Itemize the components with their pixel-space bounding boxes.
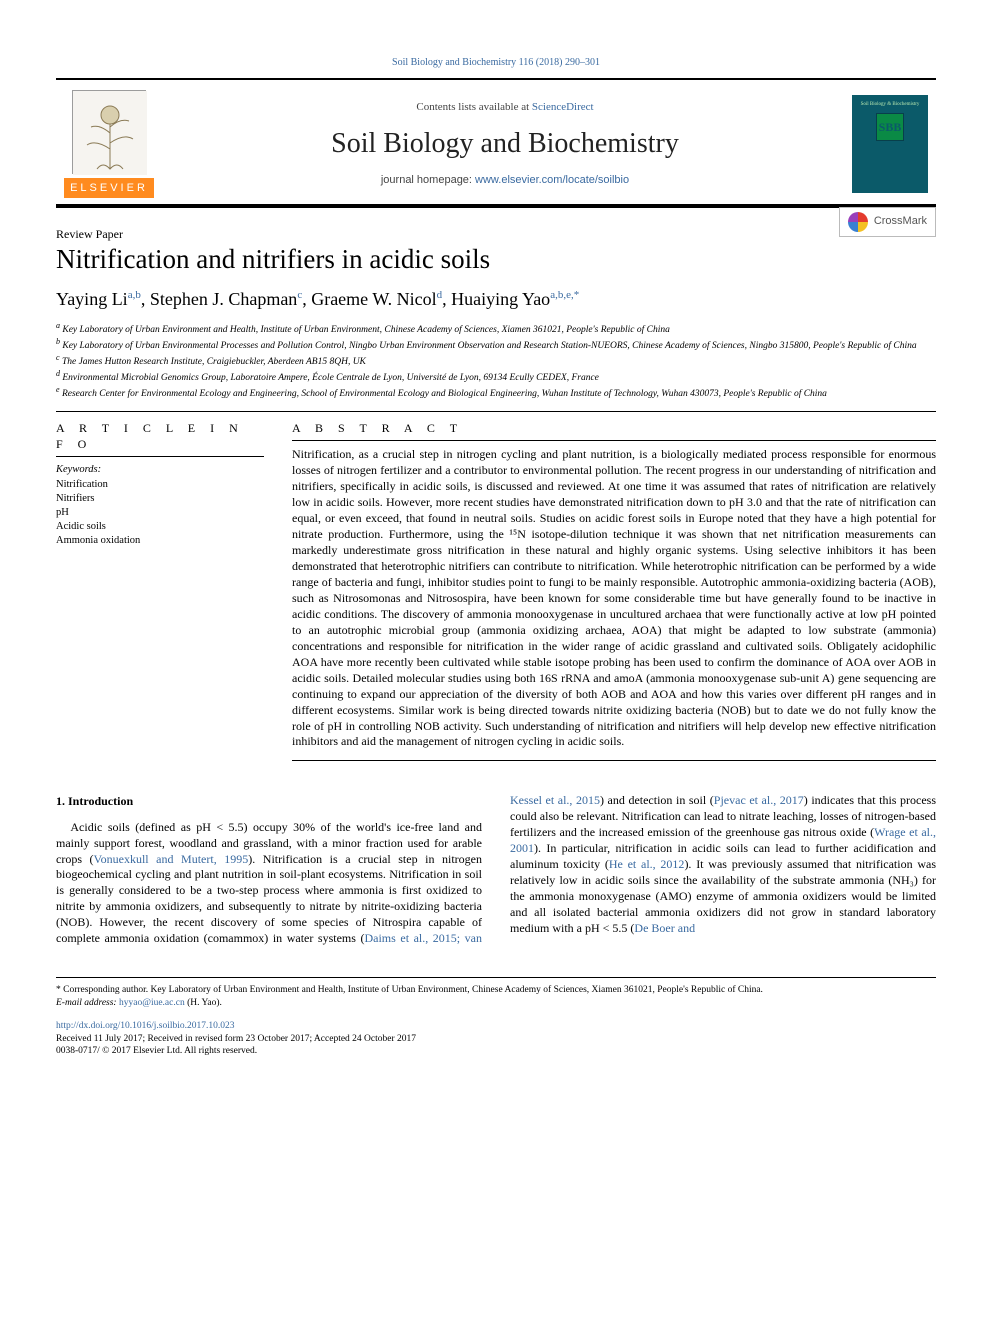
citation-link[interactable]: He et al., 2012 xyxy=(609,857,685,871)
author-name: Yaying Li xyxy=(56,289,128,309)
keywords-list: Nitrification Nitrifiers pH Acidic soils… xyxy=(56,478,264,549)
affiliation-text: Key Laboratory of Urban Environment and … xyxy=(62,325,669,335)
affiliation-item: c The James Hutton Research Institute, C… xyxy=(56,353,936,369)
received-line: Received 11 July 2017; Received in revis… xyxy=(56,1033,936,1046)
journal-homepage: journal homepage: www.elsevier.com/locat… xyxy=(381,173,629,188)
corresponding-author-note: * Corresponding author. Key Laboratory o… xyxy=(56,984,936,997)
affiliation-text: Research Center for Environmental Ecolog… xyxy=(62,389,827,399)
journal-header: ELSEVIER Contents lists available at Sci… xyxy=(56,78,936,209)
authors-line: Yaying Lia,b, Stephen J. Chapmanc, Graem… xyxy=(56,287,936,311)
author-aff-link[interactable]: a,b,e,* xyxy=(550,289,579,301)
crossmark-badge[interactable]: CrossMark xyxy=(839,207,936,237)
affiliation-item: e Research Center for Environmental Ecol… xyxy=(56,385,936,401)
keyword-item: Ammonia oxidation xyxy=(56,534,264,548)
body-columns: 1. Introduction Acidic soils (defined as… xyxy=(56,793,936,947)
citation-link[interactable]: Pjevac et al., 2017 xyxy=(714,793,804,807)
journal-cover-cell: Soil Biology & Biochemistry SBB xyxy=(844,84,936,205)
author-aff-link[interactable]: a,b xyxy=(128,289,141,301)
affiliations: a Key Laboratory of Urban Environment an… xyxy=(56,321,936,401)
paper-title: Nitrification and nitrifiers in acidic s… xyxy=(56,241,936,277)
keywords-label: Keywords: xyxy=(56,463,264,477)
affiliation-text: Environmental Microbial Genomics Group, … xyxy=(62,373,599,383)
journal-header-center: Contents lists available at ScienceDirec… xyxy=(166,84,844,205)
journal-cover-thumb: Soil Biology & Biochemistry SBB xyxy=(853,96,927,192)
elsevier-wordmark: ELSEVIER xyxy=(64,178,154,199)
copyright-line: 0038-0717/ © 2017 Elsevier Ltd. All righ… xyxy=(56,1045,936,1058)
contents-line: Contents lists available at ScienceDirec… xyxy=(416,100,593,115)
running-citation: Soil Biology and Biochemistry 116 (2018)… xyxy=(56,56,936,70)
running-citation-link[interactable]: Soil Biology and Biochemistry 116 (2018)… xyxy=(392,57,600,68)
article-info-head: A R T I C L E I N F O xyxy=(56,420,264,452)
abstract-head: A B S T R A C T xyxy=(292,420,936,436)
affiliation-text: The James Hutton Research Institute, Cra… xyxy=(62,357,366,367)
introduction-body: Acidic soils (defined as pH < 5.5) occup… xyxy=(56,793,936,947)
sciencedirect-link[interactable]: ScienceDirect xyxy=(532,101,594,113)
crossmark-label: CrossMark xyxy=(874,214,927,229)
email-link[interactable]: hyyao@iue.ac.cn xyxy=(119,998,185,1008)
contents-prefix: Contents lists available at xyxy=(416,101,531,113)
section-head-introduction: 1. Introduction xyxy=(56,793,482,809)
keyword-item: pH xyxy=(56,506,264,520)
thin-rule xyxy=(292,760,936,761)
author-name: Stephen J. Chapman xyxy=(150,289,297,309)
doi-link[interactable]: http://dx.doi.org/10.1016/j.soilbio.2017… xyxy=(56,1021,235,1031)
footnotes: * Corresponding author. Key Laboratory o… xyxy=(56,977,936,1058)
affiliation-item: d Environmental Microbial Genomics Group… xyxy=(56,369,936,385)
keyword-item: Nitrifiers xyxy=(56,492,264,506)
elsevier-logo-cell: ELSEVIER xyxy=(56,84,166,205)
cover-badge-icon: SBB xyxy=(876,113,904,141)
citation-link[interactable]: Vonuexkull and Mutert, 1995 xyxy=(94,852,249,866)
keyword-item: Acidic soils xyxy=(56,520,264,534)
affiliation-item: a Key Laboratory of Urban Environment an… xyxy=(56,321,936,337)
abstract-body: Nitrification, as a crucial step in nitr… xyxy=(292,447,936,750)
author-aff-link[interactable]: c xyxy=(297,289,302,301)
affiliation-text: Key Laboratory of Urban Environmental Pr… xyxy=(62,341,916,351)
article-info-col: A R T I C L E I N F O Keywords: Nitrific… xyxy=(56,420,264,767)
email-person: (H. Yao). xyxy=(187,998,222,1008)
author-aff-link[interactable]: d xyxy=(437,289,443,301)
email-label: E-mail address: xyxy=(56,998,119,1008)
crossmark-icon xyxy=(848,212,868,232)
citation-link[interactable]: De Boer and xyxy=(634,921,695,935)
thin-rule xyxy=(56,456,264,457)
keyword-item: Nitrification xyxy=(56,478,264,492)
journal-name: Soil Biology and Biochemistry xyxy=(331,125,679,163)
homepage-link[interactable]: www.elsevier.com/locate/soilbio xyxy=(475,174,629,186)
author-name: Huaiying Yao xyxy=(451,289,550,309)
homepage-prefix: journal homepage: xyxy=(381,174,475,186)
section-rule xyxy=(56,411,936,412)
intro-text: ) and detection in soil ( xyxy=(600,793,714,807)
abstract-col: A B S T R A C T Nitrification, as a cruc… xyxy=(292,420,936,767)
elsevier-tree-icon xyxy=(72,90,146,174)
thin-rule xyxy=(292,440,936,441)
affiliation-item: b Key Laboratory of Urban Environmental … xyxy=(56,337,936,353)
author-name: Graeme W. Nicol xyxy=(311,289,436,309)
cover-title: Soil Biology & Biochemistry xyxy=(861,102,920,108)
